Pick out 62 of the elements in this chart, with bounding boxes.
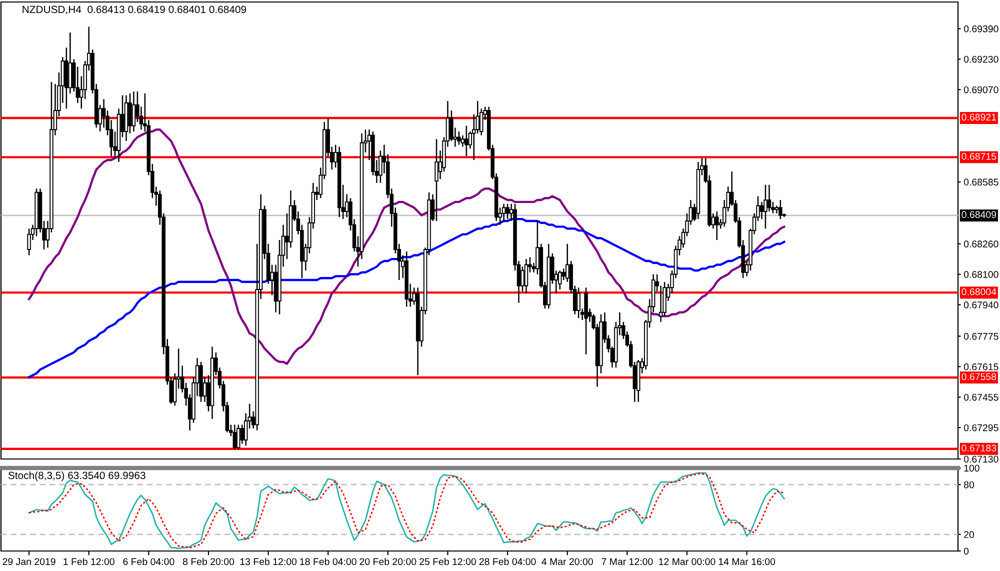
candlestick: [464, 125, 468, 157]
candlestick: [715, 210, 719, 241]
candlestick: [460, 134, 465, 148]
candlestick: [764, 184, 768, 230]
y-tick-label: 0.67130: [964, 456, 998, 463]
x-tick-label: 13 Feb 12:00: [240, 558, 297, 566]
ref-line-label: 0.68004: [962, 288, 996, 296]
x-tick-label: 6 Feb 04:00: [123, 558, 174, 566]
candlestick: [760, 201, 764, 220]
candlestick: [767, 184, 772, 212]
y-tick-label: 0.67775: [964, 332, 998, 340]
chart-title: Stoch(8,3,5) 63.3540 69.9963: [8, 471, 146, 482]
y-tick-label: 0.69070: [964, 86, 998, 94]
candlestick: [506, 203, 510, 220]
candlestick: [240, 424, 244, 444]
chart-title: NZDUSD,H4 0.68413 0.68419 0.68401 0.68409: [22, 6, 246, 14]
x-tick-label: 8 Feb 20:00: [182, 558, 234, 566]
candlestick: [232, 424, 237, 450]
y-tick-label: 0.67295: [964, 424, 998, 432]
ref-line-label: 0.68921: [962, 114, 996, 121]
candlestick: [658, 285, 663, 323]
x-tick-label: 4 Mar 20:00: [542, 558, 593, 566]
y-tick-label: 80: [964, 481, 974, 488]
y-tick-label: 0.69390: [964, 25, 998, 32]
candlestick: [128, 92, 132, 134]
candlestick: [520, 266, 524, 292]
candlestick: [457, 130, 461, 146]
candlestick: [558, 270, 562, 290]
x-tick-label: 1 Feb 12:00: [64, 558, 114, 566]
candlestick: [132, 90, 136, 132]
y-tick-label: 0.67940: [964, 301, 998, 308]
candlestick: [524, 258, 528, 294]
x-tick-label: 7 Mar 12:00: [602, 558, 653, 566]
y-tick-label: 0.68100: [964, 271, 998, 278]
line-series: [28, 218, 786, 378]
x-tick-label: 29 Jan 2019: [2, 558, 56, 566]
ref-line-label: 0.67183: [962, 444, 996, 452]
candlestick: [576, 287, 580, 319]
y-tick-label: 0.67455: [964, 394, 998, 401]
y-tick-label: 0.69230: [964, 56, 998, 63]
x-tick-label: 25 Feb 12:00: [420, 558, 476, 566]
x-tick-label: 18 Feb 04:00: [300, 558, 356, 566]
ref-line-label: 0.68715: [962, 152, 996, 160]
candlestick: [27, 228, 31, 256]
y-tick-label: 0: [964, 548, 969, 555]
x-tick-label: 28 Feb 04:00: [479, 558, 536, 566]
y-tick-label: 0.67615: [964, 363, 998, 370]
candlestick: [562, 268, 566, 281]
ref-line-label: 0.67558: [962, 373, 996, 380]
ref-line-label: 0.68409: [962, 211, 996, 218]
x-tick-label: 12 Mar 00:00: [659, 558, 716, 566]
candlestick: [778, 199, 782, 220]
y-tick-label: 100: [964, 464, 980, 472]
x-tick-label: 20 Feb 20:00: [360, 558, 416, 566]
candlestick: [434, 138, 438, 222]
y-tick-label: 0.68585: [964, 178, 998, 186]
candlestick: [236, 424, 240, 450]
line-series: [28, 128, 786, 365]
x-tick-label: 14 Mar 16:00: [718, 558, 776, 566]
candlestick: [502, 203, 506, 222]
y-tick-label: 0.68260: [964, 240, 998, 248]
y-tick-label: 20: [964, 531, 974, 538]
